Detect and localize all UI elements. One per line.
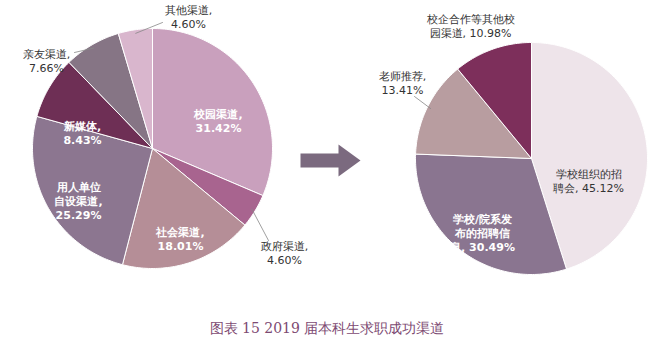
svg-text:亲友渠道,7.66%: 亲友渠道,7.66% [23, 48, 71, 75]
svg-text:校园渠道,31.42%: 校园渠道,31.42% [193, 108, 242, 135]
svg-text:新媒体,8.43%: 新媒体,8.43% [63, 120, 102, 147]
svg-text:政府渠道,4.60%: 政府渠道,4.60% [261, 240, 309, 267]
svg-text:其他渠道,4.60%: 其他渠道,4.60% [165, 4, 213, 31]
svg-text:社会渠道,18.01%: 社会渠道,18.01% [155, 226, 204, 253]
svg-text:老师推荐,13.41%: 老师推荐,13.41% [379, 70, 427, 97]
svg-text:用人单位自设渠道,25.29%: 用人单位自设渠道,25.29% [54, 181, 102, 222]
svg-text:学校/院系发布的招聘信息, 30.49%: 学校/院系发布的招聘信息, 30.49% [449, 213, 515, 254]
html-text:图表 15 2019 届本科生求职成功渠道: 图表 15 2019 届本科生求职成功渠道 [209, 320, 445, 336]
svg-text:校企合作等其他校园渠道, 10.98%: 校企合作等其他校园渠道, 10.98% [426, 13, 515, 40]
svg-text:学校组织的招聘会, 45.12%: 学校组织的招聘会, 45.12% [553, 168, 624, 195]
